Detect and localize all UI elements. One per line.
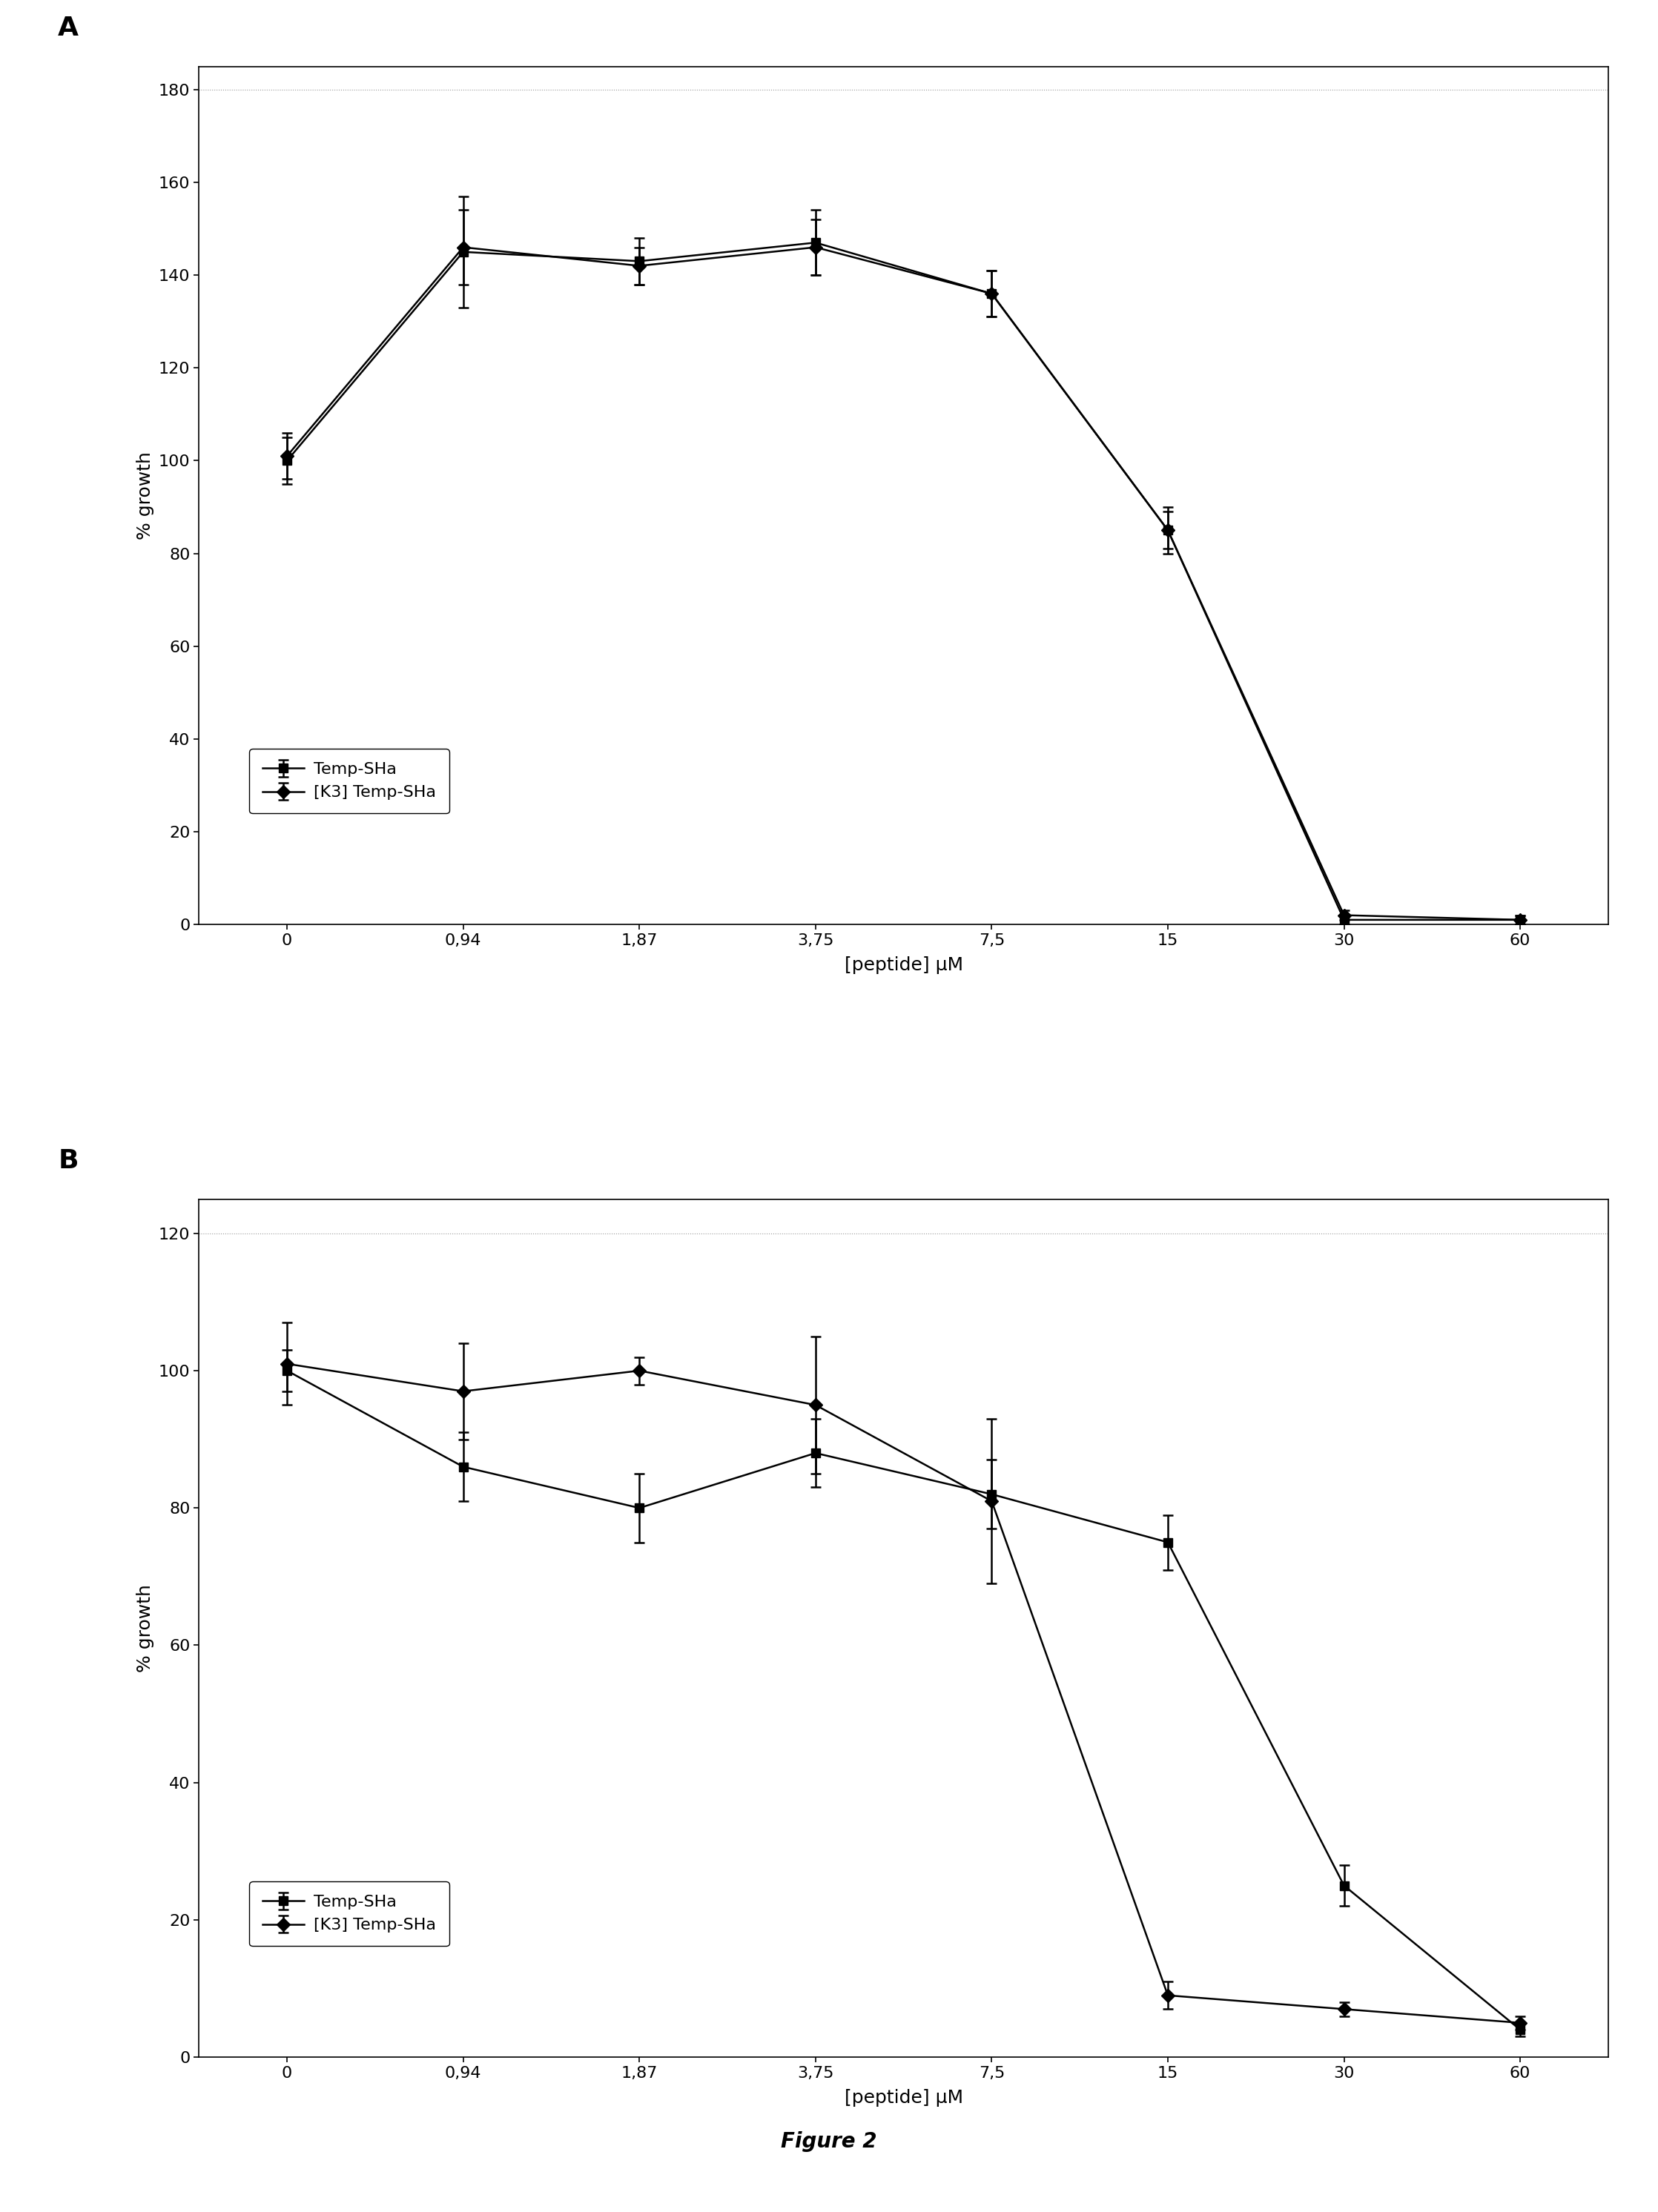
X-axis label: [peptide] μM: [peptide] μM — [844, 2088, 963, 2106]
Y-axis label: % growth: % growth — [136, 1584, 154, 1672]
Y-axis label: % growth: % growth — [136, 451, 154, 540]
Text: B: B — [58, 1148, 78, 1172]
Text: A: A — [58, 15, 80, 40]
Text: Figure 2: Figure 2 — [781, 2130, 877, 2152]
X-axis label: [peptide] μM: [peptide] μM — [844, 956, 963, 973]
Legend: Temp-SHa, [K3] Temp-SHa: Temp-SHa, [K3] Temp-SHa — [249, 750, 449, 814]
Legend: Temp-SHa, [K3] Temp-SHa: Temp-SHa, [K3] Temp-SHa — [249, 1882, 449, 1947]
